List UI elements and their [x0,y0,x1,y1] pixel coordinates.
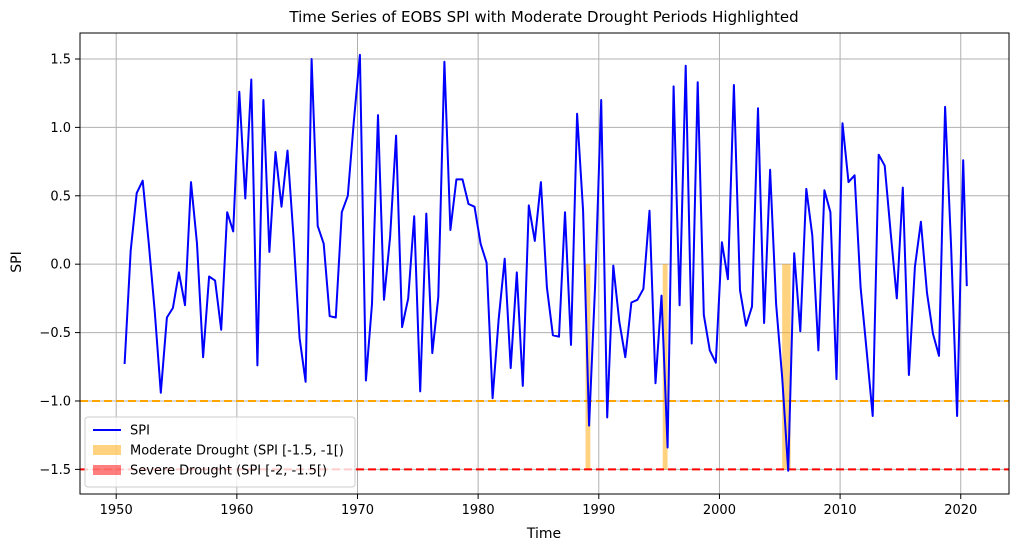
legend-label: SPI [130,424,150,439]
legend-label: Severe Drought (SPI [-2, -1.5[) [130,464,327,479]
y-tick-label: −0.5 [39,326,71,341]
x-tick-label: 2000 [703,503,736,518]
x-tick-label: 2020 [944,503,977,518]
y-tick-label: 0.5 [50,189,71,204]
threshold-lines [80,399,1009,471]
x-tick-label: 1980 [462,503,495,518]
y-axis-label: SPI [9,251,25,272]
y-tick-label: 0.0 [50,258,71,273]
x-tick-label: 2010 [824,503,857,518]
legend-swatch [93,445,121,455]
legend-box [84,416,356,488]
moderate-drought-band [782,264,791,470]
x-tick-label: 1990 [582,503,615,518]
series-layer [123,53,968,472]
y-tick-label: −1.0 [39,394,71,409]
x-tick-label: 1970 [341,503,374,518]
y-tick-label: 1.5 [50,52,71,67]
spi-series-line [123,53,968,472]
legend-swatch [93,465,121,475]
x-axis-label: Time [526,526,561,542]
legend: SPI Moderate Drought (SPI [-1.5, -1[) Seve… [84,416,356,488]
chart-title: Time Series of EOBS SPI with Moderate Dr… [288,8,798,26]
y-tick-label: 1.0 [50,121,71,136]
x-axis-ticks: 1950 1960 1970 1980 1990 2000 2010 2020 [100,494,977,518]
plot-frame [79,32,1010,495]
legend-label: Moderate Drought (SPI [-1.5, -1[) [130,444,344,459]
x-tick-label: 1950 [100,503,133,518]
x-tick-label: 1960 [220,503,253,518]
y-tick-label: −1.5 [39,463,71,478]
y-axis-ticks: −1.5 −1.0 −0.5 0.0 0.5 1.0 1.5 [39,52,80,478]
